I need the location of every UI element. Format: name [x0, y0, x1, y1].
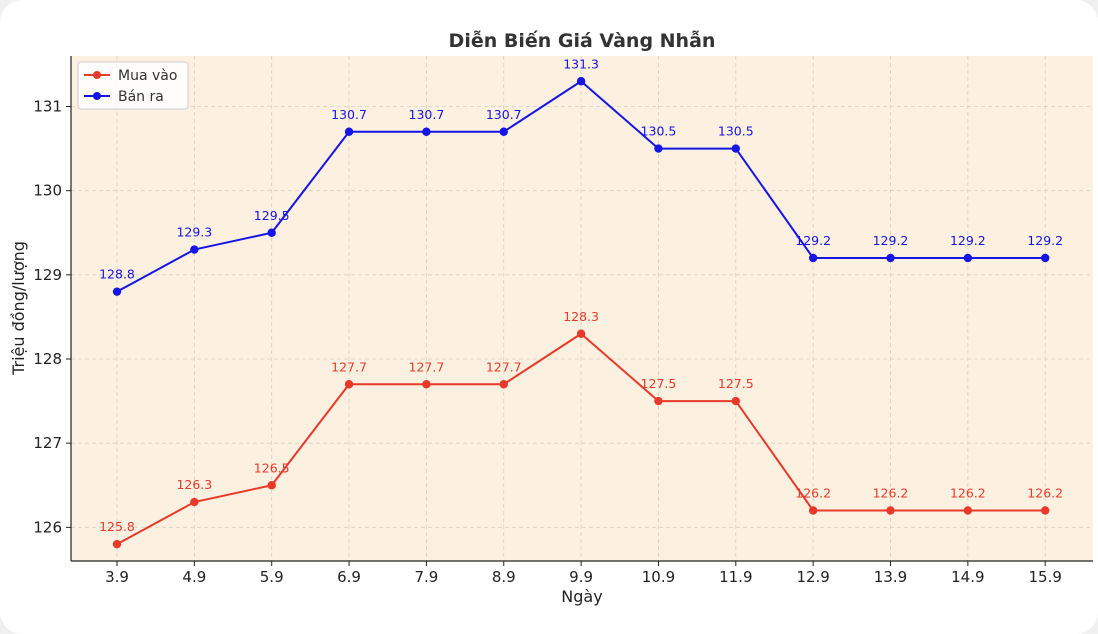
series-mua-vao [112, 329, 1050, 549]
series-layer [112, 77, 1050, 549]
data-point [112, 287, 122, 296]
data-point [499, 127, 508, 136]
data-point [499, 380, 508, 389]
data-label: 127.7 [486, 359, 522, 374]
data-point [1041, 253, 1050, 263]
data-point [576, 329, 586, 338]
x-tick-label: 11.9 [719, 568, 752, 586]
data-label: 130.7 [409, 107, 445, 122]
data-label: 127.5 [641, 376, 677, 391]
data-label: 126.3 [176, 477, 212, 492]
data-point [731, 396, 740, 406]
data-point [190, 245, 199, 254]
data-label: 126.2 [950, 486, 986, 501]
data-label: 131.3 [563, 56, 599, 71]
data-label: 129.2 [795, 233, 831, 248]
y-tick-label: 129 [33, 266, 62, 284]
data-point [886, 506, 895, 515]
data-point [190, 497, 199, 507]
y-tick-label: 131 [33, 98, 62, 116]
data-label: 125.8 [99, 519, 135, 534]
data-label: 130.5 [641, 124, 677, 139]
legend-swatch-marker [93, 92, 101, 100]
y-axis-title: Triệu đồng/lượng [9, 241, 28, 376]
data-label: 129.2 [1027, 233, 1063, 248]
x-tick-label: 6.9 [337, 568, 361, 586]
data-point [267, 481, 276, 490]
data-label: 126.2 [1027, 486, 1063, 501]
x-tick-label: 9.9 [569, 568, 593, 586]
data-point [886, 253, 895, 263]
x-tick-label: 15.9 [1028, 568, 1061, 586]
data-label: 130.7 [331, 107, 367, 122]
data-point [963, 253, 973, 263]
data-label: 129.2 [950, 233, 986, 248]
data-point [963, 506, 973, 515]
x-tick-label: 5.9 [260, 568, 284, 586]
x-tick-label: 8.9 [492, 568, 516, 586]
data-label: 128.3 [563, 309, 599, 324]
legend: Mua vào Bán ra [77, 61, 189, 110]
grid-lines [71, 56, 1093, 561]
data-point [576, 77, 586, 86]
y-tick-label: 130 [33, 182, 62, 200]
data-label: 129.2 [873, 233, 909, 248]
data-point [654, 144, 663, 153]
x-tick-label: 14.9 [951, 568, 984, 586]
data-label: 126.2 [873, 486, 909, 501]
data-label: 128.8 [99, 267, 135, 282]
data-point [808, 506, 818, 515]
x-tick-label: 3.9 [105, 568, 129, 586]
data-label: 129.3 [176, 225, 212, 240]
x-axis-title: Ngày [561, 587, 602, 606]
y-tick-label: 126 [33, 518, 62, 536]
legend-box [77, 61, 189, 110]
data-label: 126.2 [795, 486, 831, 501]
legend-label: Bán ra [118, 89, 164, 105]
x-tick-label: 7.9 [414, 568, 438, 586]
legend-label: Mua vào [118, 68, 177, 84]
data-label: 130.7 [486, 107, 522, 122]
data-point [422, 380, 431, 389]
series-ban-ra [112, 77, 1050, 296]
data-label: 127.5 [718, 376, 754, 391]
data-labels: 125.8 126.3 126.5 127.7 127.7 127.7 128.3 127.5… [99, 56, 1063, 534]
y-tick-label: 128 [33, 350, 62, 368]
data-label: 126.5 [254, 460, 290, 475]
data-label: 127.7 [331, 359, 367, 374]
x-tick-label: 13.9 [874, 568, 907, 586]
data-point [112, 539, 122, 549]
data-label: 129.5 [254, 208, 290, 223]
data-label: 127.7 [409, 359, 445, 374]
data-point [267, 228, 276, 237]
data-point [344, 127, 354, 136]
y-tick-label: 127 [33, 434, 62, 452]
data-point [1041, 506, 1050, 515]
chart-title: Diễn Biến Giá Vàng Nhẫn [449, 28, 716, 52]
data-label: 130.5 [718, 124, 754, 139]
x-tick-label: 4.9 [182, 568, 206, 586]
legend-swatch-marker [93, 71, 101, 79]
axes: 3.9 4.9 5.9 6.9 7.9 8.9 9.9 10.9 11.9 12.9 13.9 14.… [33, 56, 1093, 586]
data-point [731, 144, 740, 153]
data-point [422, 127, 431, 136]
x-tick-label: 12.9 [796, 568, 829, 586]
data-point [344, 380, 354, 389]
data-point [654, 396, 663, 406]
data-point [808, 253, 818, 263]
x-tick-label: 10.9 [642, 568, 675, 586]
plot-background [71, 56, 1093, 561]
